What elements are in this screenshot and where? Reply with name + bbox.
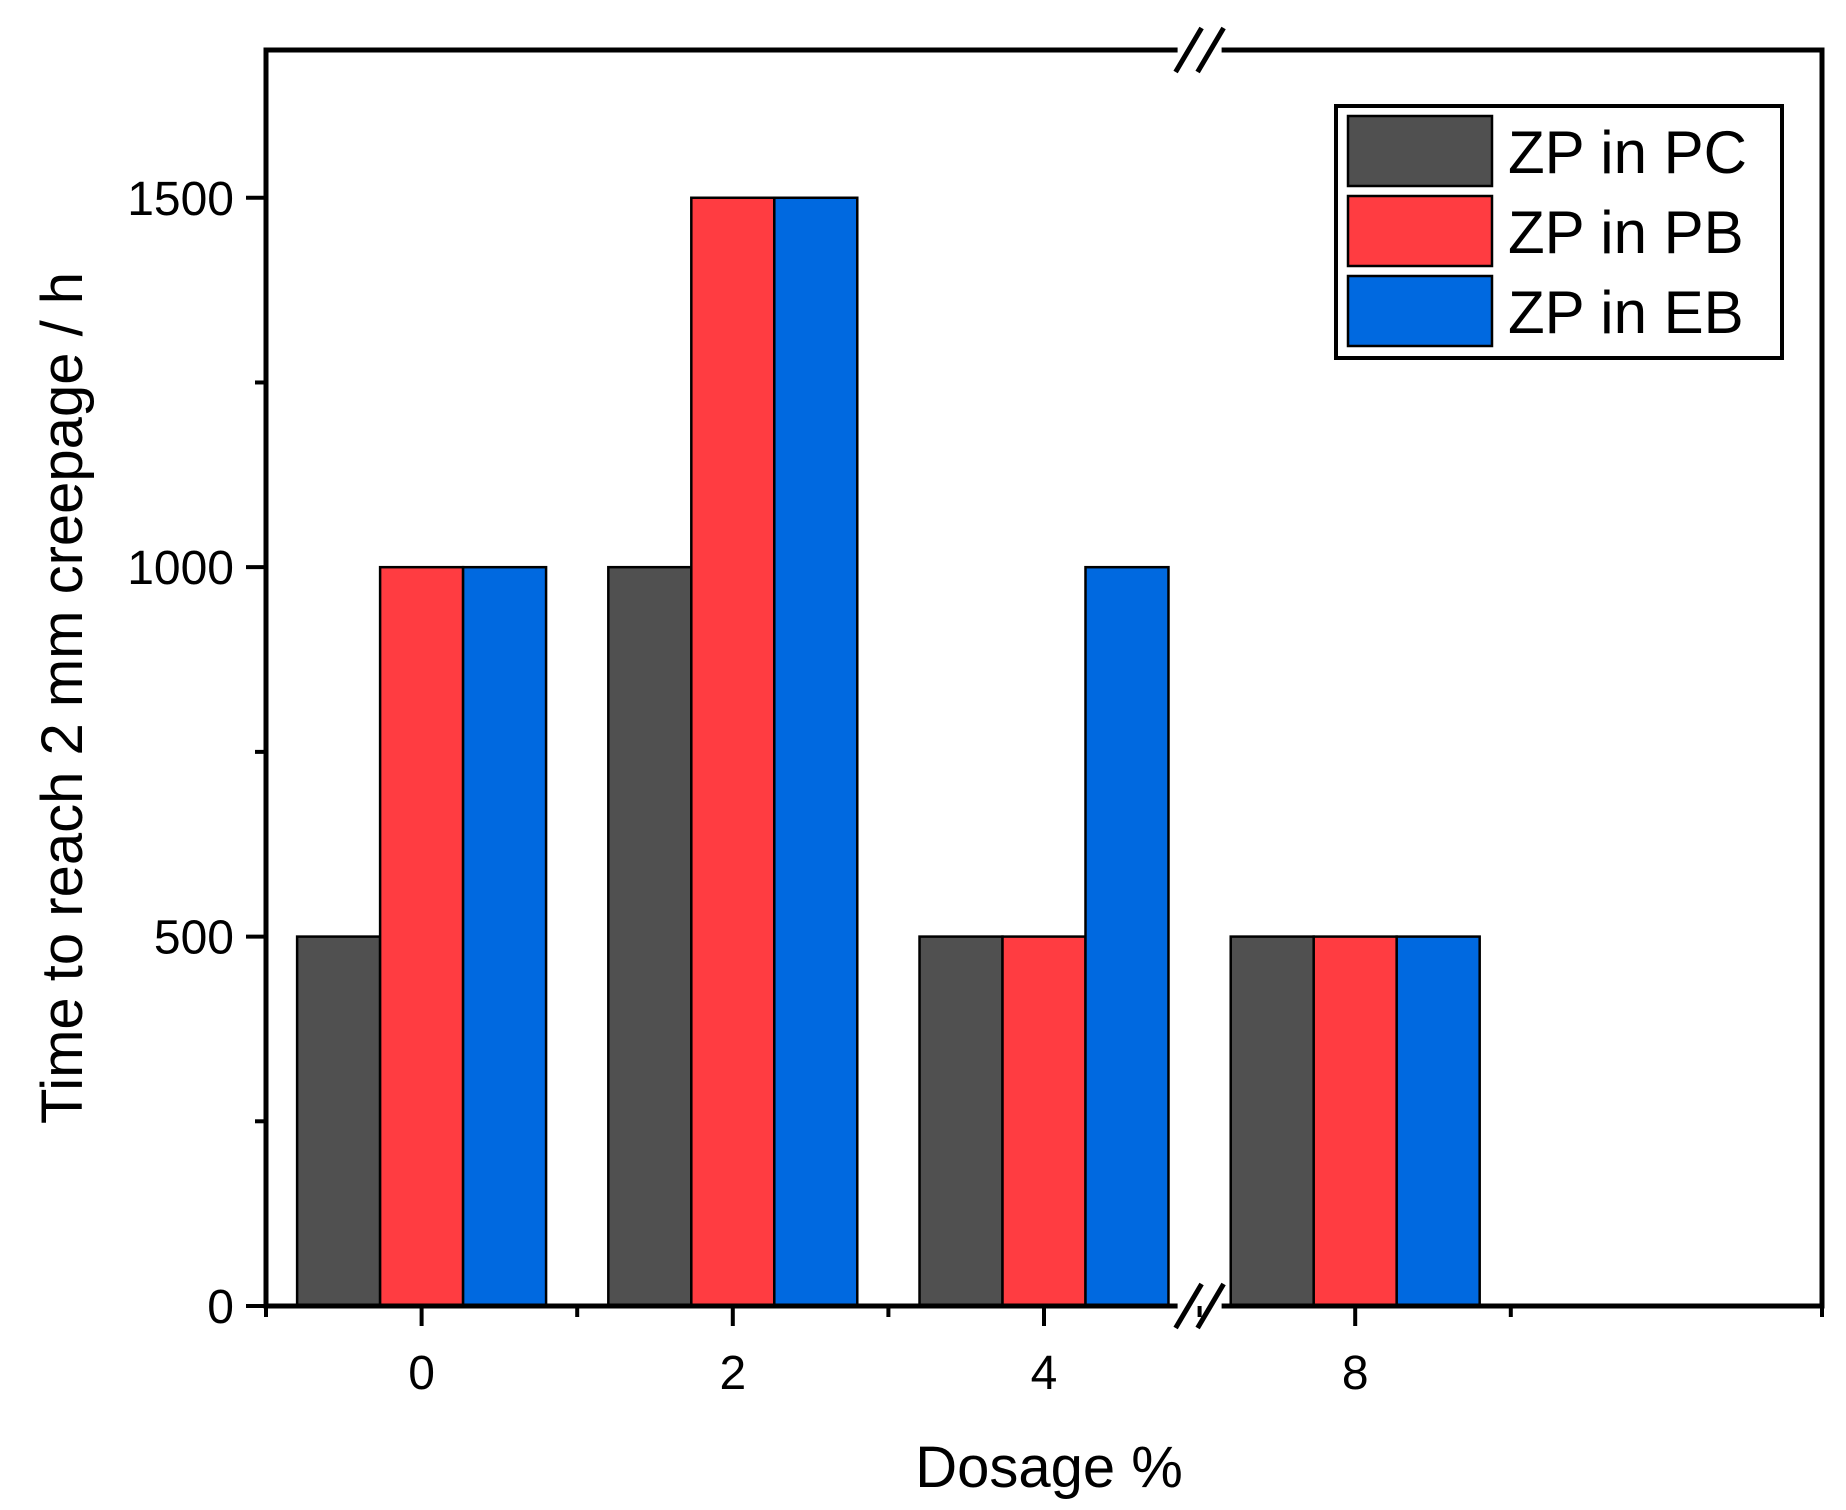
x-tick-label-0: 0 bbox=[408, 1347, 435, 1400]
bars-layer bbox=[295, 196, 1481, 1308]
axis-break-slash-top-2 bbox=[1195, 26, 1226, 74]
legend-swatch-zp-in-pc bbox=[1346, 114, 1494, 188]
legend-label-zp-in-pb: ZP in PB bbox=[1508, 199, 1744, 266]
x-axis-title: Dosage % bbox=[915, 1435, 1183, 1500]
y-tick-label-500: 500 bbox=[154, 912, 234, 965]
bar-zp-in-pc-0 bbox=[295, 935, 382, 1308]
bar-zp-in-eb-8 bbox=[1395, 935, 1481, 1308]
bar-zp-in-pb-4 bbox=[1001, 935, 1087, 1308]
y-tick-label-1500: 1500 bbox=[127, 173, 234, 226]
bar-zp-in-eb-0 bbox=[461, 565, 548, 1308]
y-axis-title: Time to reach 2 mm creepage / h bbox=[30, 272, 95, 1124]
x-tick-label-4: 4 bbox=[1031, 1347, 1058, 1400]
legend-label-zp-in-eb: ZP in EB bbox=[1508, 279, 1744, 346]
bar-zp-in-pb-2 bbox=[690, 196, 776, 1308]
bar-zp-in-pc-4 bbox=[918, 935, 1004, 1308]
bar-zp-in-eb-2 bbox=[773, 196, 859, 1308]
axis-break-slash-bottom-1 bbox=[1173, 1282, 1204, 1330]
x-tick-label-2: 2 bbox=[719, 1347, 746, 1400]
legend-swatch-zp-in-eb bbox=[1346, 274, 1494, 348]
bar-zp-in-eb-4 bbox=[1084, 565, 1170, 1308]
legend-label-zp-in-pc: ZP in PC bbox=[1508, 119, 1747, 186]
y-tick-label-0: 0 bbox=[207, 1281, 234, 1334]
legend: ZP in PC ZP in PB ZP in EB bbox=[1334, 104, 1784, 360]
bar-zp-in-pb-8 bbox=[1312, 935, 1398, 1308]
axis-break-slash-bottom-2 bbox=[1195, 1282, 1226, 1330]
x-tick-label-8: 8 bbox=[1342, 1347, 1369, 1400]
axis-break-slash-top-1 bbox=[1173, 26, 1204, 74]
bar-zp-in-pc-8 bbox=[1229, 935, 1315, 1308]
axis-titles: Dosage % Time to reach 2 mm creepage / h bbox=[30, 272, 1183, 1500]
axes-layer: 0 500 1000 1500 0 2 4 8 bbox=[127, 26, 1825, 1400]
y-tick-label-1000: 1000 bbox=[127, 542, 234, 595]
legend-swatch-zp-in-pb bbox=[1346, 194, 1494, 268]
bar-zp-in-pb-0 bbox=[378, 565, 465, 1308]
bar-zp-in-pc-2 bbox=[607, 565, 693, 1308]
